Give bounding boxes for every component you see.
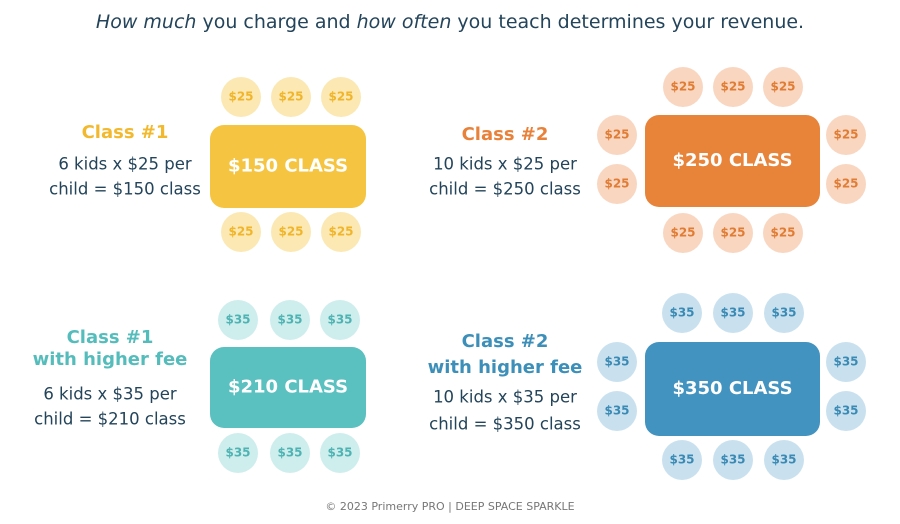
seat: [662, 293, 702, 333]
panel-label: Class #2: [462, 331, 549, 352]
seat: [321, 77, 361, 117]
seat-label: $35: [833, 355, 858, 369]
seat: [271, 212, 311, 252]
seat-label: $35: [604, 355, 629, 369]
table: [645, 115, 820, 207]
seat-label: $25: [328, 225, 353, 239]
seat-label: $35: [669, 453, 694, 467]
table: [645, 342, 820, 436]
seat: [713, 67, 753, 107]
seat-label: $35: [669, 306, 694, 320]
seat-label: $25: [833, 177, 858, 191]
seat: [662, 440, 702, 480]
seat-label: $25: [278, 90, 303, 104]
seat-label: $35: [604, 404, 629, 418]
table-label: $210 CLASS: [228, 377, 348, 398]
seat-label: $25: [770, 226, 795, 240]
seat: [597, 391, 637, 431]
title: How much you charge and how often you te…: [96, 11, 804, 33]
panel-label: with higher fee: [428, 357, 583, 378]
seat-label: $35: [771, 306, 796, 320]
seat: [271, 77, 311, 117]
table: [210, 347, 366, 428]
seat-label: $35: [277, 446, 302, 460]
seat-label: $25: [278, 225, 303, 239]
seat: [321, 212, 361, 252]
seat-label: $35: [225, 313, 250, 327]
seat-label: $25: [770, 80, 795, 94]
seat-label: $35: [225, 446, 250, 460]
seat: [218, 433, 258, 473]
panel-description: child = $150 class: [49, 180, 201, 199]
seat: [826, 115, 866, 155]
seat-label: $35: [327, 313, 352, 327]
seat-label: $35: [327, 446, 352, 460]
seat: [713, 440, 753, 480]
seat-label: $25: [328, 90, 353, 104]
seat: [597, 342, 637, 382]
seat: [764, 293, 804, 333]
seat-label: $25: [720, 226, 745, 240]
seat: [218, 300, 258, 340]
seat-label: $25: [670, 80, 695, 94]
seat: [713, 213, 753, 253]
panel-description: 10 kids x $25 per: [433, 155, 577, 174]
seat: [320, 300, 360, 340]
table: [210, 125, 366, 208]
seat: [764, 440, 804, 480]
table-label: $250 CLASS: [672, 150, 792, 171]
seat-label: $25: [228, 225, 253, 239]
seat: [826, 164, 866, 204]
panel-description: 6 kids x $25 per: [58, 155, 192, 174]
panel-description: child = $210 class: [34, 410, 186, 429]
title-part: How much: [96, 11, 197, 33]
panel-label: Class #1: [67, 327, 154, 348]
seat: [597, 115, 637, 155]
panel-label: with higher fee: [33, 349, 188, 370]
seat: [663, 213, 703, 253]
seat-label: $25: [833, 128, 858, 142]
seat: [221, 77, 261, 117]
seat: [826, 391, 866, 431]
seat-label: $35: [277, 313, 302, 327]
panel-label: Class #1: [82, 122, 169, 143]
seat-label: $35: [771, 453, 796, 467]
seat-label: $25: [670, 226, 695, 240]
seat: [763, 213, 803, 253]
panel-description: 10 kids x $35 per: [433, 388, 577, 407]
seat: [826, 342, 866, 382]
table-label: $150 CLASS: [228, 156, 348, 177]
table-label: $350 CLASS: [672, 378, 792, 399]
seat: [320, 433, 360, 473]
seat: [270, 433, 310, 473]
seat: [663, 67, 703, 107]
seat-label: $35: [833, 404, 858, 418]
panel-label: Class #2: [462, 124, 549, 145]
seat-label: $25: [604, 177, 629, 191]
seat: [597, 164, 637, 204]
title-part: you charge and: [196, 11, 356, 33]
seat: [270, 300, 310, 340]
seat-label: $25: [604, 128, 629, 142]
seat-label: $35: [720, 306, 745, 320]
seat-label: $25: [720, 80, 745, 94]
seat: [221, 212, 261, 252]
seat: [763, 67, 803, 107]
seat-label: $35: [720, 453, 745, 467]
footer: © 2023 Primerry PRO | DEEP SPACE SPARKLE: [325, 500, 574, 513]
title-part: how often: [357, 11, 452, 33]
panel-description: child = $350 class: [429, 415, 581, 434]
seat-label: $25: [228, 90, 253, 104]
panel-description: 6 kids x $35 per: [43, 385, 177, 404]
seat: [713, 293, 753, 333]
panel-description: child = $250 class: [429, 180, 581, 199]
title-part: you teach determines your revenue.: [451, 11, 804, 33]
